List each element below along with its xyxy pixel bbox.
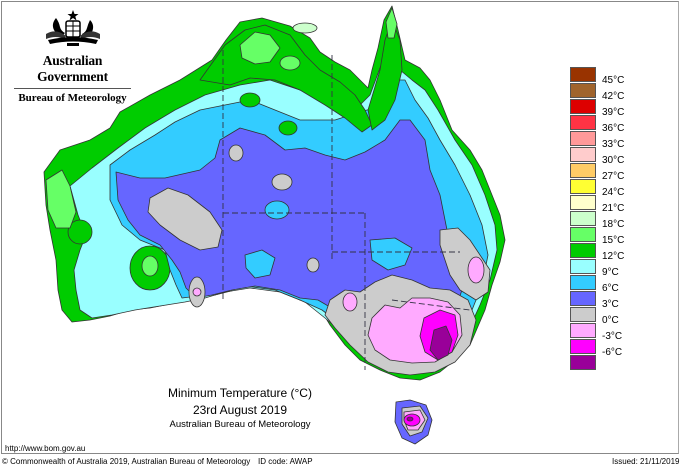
agency-name: Bureau of Meteorology <box>18 92 127 104</box>
map-titles: Minimum Temperature (°C) 23rd August 201… <box>140 386 340 430</box>
legend-label: 45°C <box>602 75 625 86</box>
legend-swatch <box>570 99 596 114</box>
legend-label: -6°C <box>602 347 623 358</box>
legend-label: 18°C <box>602 219 625 230</box>
bom-logo: Australian Government Bureau of Meteorol… <box>10 8 135 104</box>
map-title: Minimum Temperature (°C) <box>168 386 312 400</box>
legend-swatch <box>570 115 596 130</box>
legend-swatch <box>570 323 596 338</box>
legend-swatch <box>570 243 596 258</box>
legend-swatch <box>570 147 596 162</box>
legend-label: 27°C <box>602 171 625 182</box>
legend-swatch <box>570 179 596 194</box>
legend-swatch <box>570 67 596 82</box>
issued-date: Issued: 21/11/2019 <box>612 457 680 466</box>
legend-swatch <box>570 163 596 178</box>
divider <box>14 88 131 89</box>
bom-url-link[interactable]: http://www.bom.gov.au <box>5 444 86 453</box>
legend-label: -3°C <box>602 331 623 342</box>
map-source: Australian Bureau of Meteorology <box>169 419 311 430</box>
legend-label: 33°C <box>602 139 625 150</box>
id-code: ID code: AWAP <box>258 457 313 466</box>
legend-label: 3°C <box>602 299 619 310</box>
legend-label: 36°C <box>602 123 625 134</box>
legend-swatch <box>570 275 596 290</box>
legend-swatch <box>570 211 596 226</box>
legend-swatch <box>570 227 596 242</box>
legend-label: 42°C <box>602 91 625 102</box>
legend-label: 21°C <box>602 203 625 214</box>
legend-label: 0°C <box>602 315 619 326</box>
legend-label: 24°C <box>602 187 625 198</box>
legend-label: 15°C <box>602 235 625 246</box>
legend-swatch <box>570 291 596 306</box>
legend-swatch <box>570 83 596 98</box>
legend-swatch <box>570 355 596 370</box>
legend-label: 30°C <box>602 155 625 166</box>
australia-temperature-map <box>43 5 506 445</box>
copyright: © Commonwealth of Australia 2019, Austra… <box>2 457 251 466</box>
government-name: Australian Government <box>37 53 108 84</box>
map-date: 23rd August 2019 <box>192 403 288 417</box>
coat-of-arms-icon <box>45 10 100 46</box>
legend-label: 12°C <box>602 251 625 262</box>
legend-swatch <box>570 195 596 210</box>
legend-swatch <box>570 259 596 274</box>
legend-swatch <box>570 307 596 322</box>
legend-label: 6°C <box>602 283 619 294</box>
legend-label: 9°C <box>602 267 619 278</box>
legend-swatch <box>570 339 596 354</box>
legend-label: 39°C <box>602 107 625 118</box>
legend-swatch <box>570 131 596 146</box>
